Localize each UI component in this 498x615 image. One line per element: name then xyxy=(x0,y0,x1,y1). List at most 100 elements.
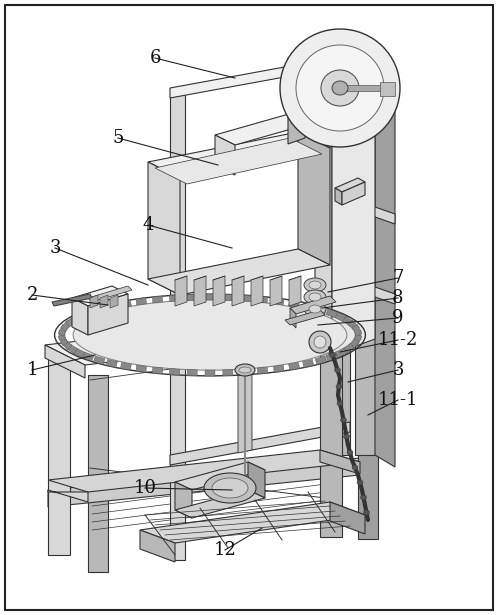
Polygon shape xyxy=(355,102,375,122)
Polygon shape xyxy=(270,276,282,306)
Ellipse shape xyxy=(239,367,251,373)
Polygon shape xyxy=(61,338,72,350)
Polygon shape xyxy=(48,450,360,492)
Polygon shape xyxy=(66,343,78,354)
Polygon shape xyxy=(83,309,94,318)
Polygon shape xyxy=(232,276,244,306)
Text: 1: 1 xyxy=(26,361,38,379)
Polygon shape xyxy=(58,334,68,346)
Ellipse shape xyxy=(309,293,321,301)
Polygon shape xyxy=(248,462,265,498)
Polygon shape xyxy=(215,135,235,175)
Polygon shape xyxy=(152,367,163,374)
Polygon shape xyxy=(48,490,88,502)
Ellipse shape xyxy=(357,480,363,485)
Polygon shape xyxy=(73,347,85,357)
Polygon shape xyxy=(355,330,361,340)
Polygon shape xyxy=(303,359,314,368)
Polygon shape xyxy=(342,182,365,205)
Polygon shape xyxy=(330,502,365,534)
Polygon shape xyxy=(61,320,72,331)
Polygon shape xyxy=(273,365,284,372)
Text: 8: 8 xyxy=(392,289,404,307)
Text: 3: 3 xyxy=(49,239,61,257)
Polygon shape xyxy=(315,102,375,128)
Polygon shape xyxy=(223,370,233,376)
Polygon shape xyxy=(240,368,250,375)
Text: 3: 3 xyxy=(392,361,404,379)
Polygon shape xyxy=(73,312,85,322)
Polygon shape xyxy=(310,108,330,148)
Polygon shape xyxy=(343,343,354,354)
Polygon shape xyxy=(257,296,268,303)
Polygon shape xyxy=(155,138,322,184)
Polygon shape xyxy=(289,300,299,308)
Polygon shape xyxy=(240,295,250,301)
Polygon shape xyxy=(380,82,395,96)
Polygon shape xyxy=(187,370,197,376)
Ellipse shape xyxy=(204,473,256,503)
Polygon shape xyxy=(289,362,299,370)
Text: 11-1: 11-1 xyxy=(378,391,418,409)
Ellipse shape xyxy=(304,278,326,292)
Polygon shape xyxy=(72,298,88,335)
Polygon shape xyxy=(94,356,105,365)
Polygon shape xyxy=(320,450,360,474)
Polygon shape xyxy=(315,118,332,355)
Polygon shape xyxy=(332,112,375,355)
Polygon shape xyxy=(257,367,268,374)
Polygon shape xyxy=(335,178,365,192)
Polygon shape xyxy=(152,296,163,303)
Polygon shape xyxy=(88,375,108,572)
Polygon shape xyxy=(58,325,68,336)
Polygon shape xyxy=(94,306,105,314)
Polygon shape xyxy=(298,132,330,265)
Polygon shape xyxy=(355,80,375,455)
Text: 12: 12 xyxy=(214,541,237,559)
Text: 2: 2 xyxy=(26,286,38,304)
Polygon shape xyxy=(121,300,131,308)
Polygon shape xyxy=(335,188,342,205)
Text: 5: 5 xyxy=(113,129,124,147)
Polygon shape xyxy=(352,325,362,336)
Polygon shape xyxy=(90,295,98,308)
Polygon shape xyxy=(52,294,92,306)
Ellipse shape xyxy=(304,302,326,316)
Text: 9: 9 xyxy=(392,309,404,327)
Polygon shape xyxy=(148,249,330,295)
Ellipse shape xyxy=(364,510,370,515)
Ellipse shape xyxy=(332,81,348,95)
Polygon shape xyxy=(315,306,326,314)
Polygon shape xyxy=(335,55,350,455)
Polygon shape xyxy=(205,370,215,376)
Polygon shape xyxy=(66,316,78,327)
Ellipse shape xyxy=(309,305,321,313)
Polygon shape xyxy=(136,298,146,305)
Polygon shape xyxy=(352,334,362,346)
Text: 11-2: 11-2 xyxy=(378,331,418,349)
Polygon shape xyxy=(175,490,265,518)
Polygon shape xyxy=(205,294,215,300)
Ellipse shape xyxy=(337,401,343,406)
Ellipse shape xyxy=(235,364,255,376)
Polygon shape xyxy=(288,58,320,66)
Polygon shape xyxy=(340,85,388,91)
Polygon shape xyxy=(88,286,132,302)
Polygon shape xyxy=(223,294,233,301)
Polygon shape xyxy=(59,330,65,340)
Ellipse shape xyxy=(330,352,336,357)
Polygon shape xyxy=(100,295,108,308)
Polygon shape xyxy=(215,108,330,145)
Text: 10: 10 xyxy=(133,479,156,497)
Ellipse shape xyxy=(280,29,400,147)
Ellipse shape xyxy=(344,434,350,439)
Polygon shape xyxy=(343,316,354,327)
Polygon shape xyxy=(48,458,360,507)
Polygon shape xyxy=(285,310,325,325)
Polygon shape xyxy=(169,295,180,301)
Polygon shape xyxy=(355,80,395,92)
Ellipse shape xyxy=(304,290,326,304)
Text: 4: 4 xyxy=(142,216,154,234)
Polygon shape xyxy=(88,294,128,335)
Polygon shape xyxy=(348,338,360,350)
